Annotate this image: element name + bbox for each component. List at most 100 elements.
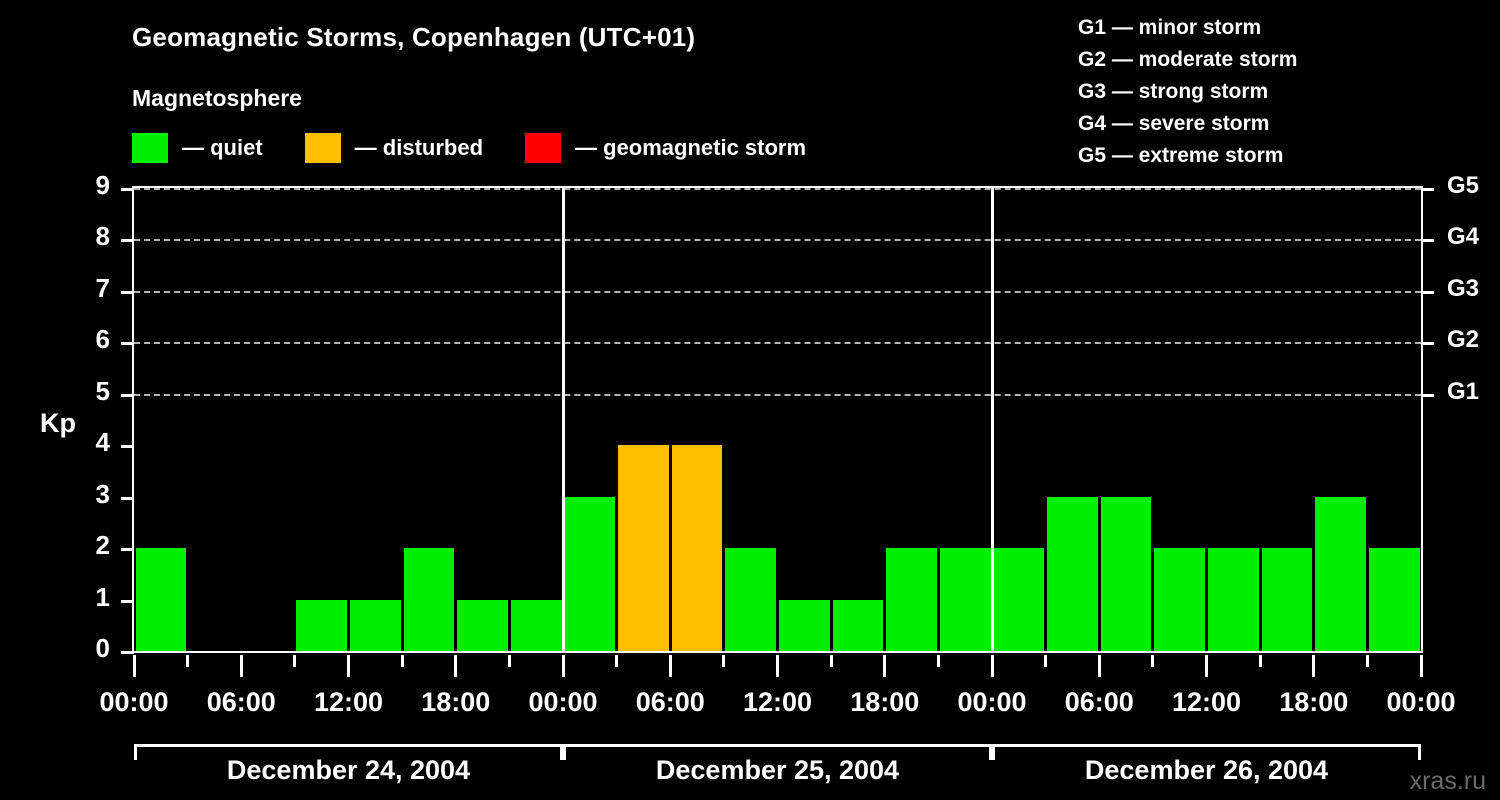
x-tick xyxy=(776,655,779,677)
y-axis-tick-label: 7 xyxy=(95,272,110,303)
y-tick-7 xyxy=(121,290,134,294)
bar xyxy=(1154,548,1205,651)
day-separator-1 xyxy=(561,188,565,651)
legend-swatch-quiet xyxy=(132,133,168,163)
bar xyxy=(457,599,508,651)
legend-item-disturbed: — disturbed xyxy=(304,133,483,163)
x-axis-tick-label: 12:00 xyxy=(1171,687,1242,717)
bar xyxy=(1368,548,1420,651)
x-tick xyxy=(1205,655,1208,677)
x-tick xyxy=(507,655,511,667)
y-axis-tick-label: 1 xyxy=(95,581,110,612)
x-axis-tick-label: 12:00 xyxy=(742,687,813,717)
legend-swatch-disturbed xyxy=(304,133,341,163)
x-tick xyxy=(883,655,887,677)
g-scale-legend: G1 — minor storm G2 — moderate storm G3 — … xyxy=(1078,12,1297,172)
date-label-1: December 24, 2004 xyxy=(226,755,471,785)
y-tick-0 xyxy=(121,651,134,654)
x-tick xyxy=(668,655,672,677)
gridline-kp-6 xyxy=(134,342,1421,345)
date-label-3: December 26, 2004 xyxy=(1084,755,1329,785)
bar xyxy=(1261,548,1313,651)
x-tick xyxy=(1365,655,1369,667)
date-bracket-3 xyxy=(992,744,1421,760)
bar xyxy=(564,496,616,651)
y-tick-8 xyxy=(121,239,134,243)
x-tick xyxy=(990,655,994,677)
y-tick-6 xyxy=(121,342,134,346)
color-legend: — quiet — disturbed — geomagnetic storm xyxy=(132,133,848,163)
x-axis-tick-label: 00:00 xyxy=(1386,687,1456,717)
y-axis-tick-label: 2 xyxy=(95,530,110,561)
bar xyxy=(1208,548,1259,651)
legend-swatch-geomagnetic-storm xyxy=(525,133,562,163)
x-tick xyxy=(400,655,404,667)
bar xyxy=(350,599,401,651)
bar xyxy=(135,548,187,651)
x-axis-tick-label: 00:00 xyxy=(957,687,1027,717)
x-tick xyxy=(936,655,940,667)
x-axis-tick-label: 18:00 xyxy=(850,687,920,717)
g-axis-label-G3: G3 xyxy=(1447,274,1480,302)
g-tick-G5 xyxy=(1421,188,1434,191)
bar xyxy=(1100,496,1152,651)
y-tick-5 xyxy=(121,393,134,397)
bar xyxy=(403,548,455,651)
legend-item-quiet: — quiet xyxy=(132,133,263,163)
date-bracket-1 xyxy=(134,744,563,760)
x-tick xyxy=(347,655,350,677)
x-tick xyxy=(132,655,136,677)
bar xyxy=(725,548,776,651)
g-tick-G1 xyxy=(1421,393,1434,397)
day-separator-2 xyxy=(990,188,994,651)
g-axis-label-G2: G2 xyxy=(1447,326,1480,354)
g-axis-label-G5: G5 xyxy=(1447,172,1480,199)
bar xyxy=(671,445,723,651)
x-axis-tick-label: 00:00 xyxy=(99,687,169,717)
y-axis-tick-label: 9 xyxy=(95,170,110,200)
y-axis-tick-label: 8 xyxy=(95,221,110,252)
x-tick xyxy=(454,655,458,677)
x-tick xyxy=(1312,655,1316,677)
y-tick-9 xyxy=(121,188,134,191)
g-legend-row-1: G1 — minor storm xyxy=(1078,16,1262,39)
bar xyxy=(510,599,562,651)
x-tick xyxy=(1258,655,1262,667)
g-tick-G3 xyxy=(1421,290,1434,294)
x-tick xyxy=(722,655,726,667)
x-axis-tick-label: 06:00 xyxy=(1064,687,1134,717)
x-axis-tick-label: 18:00 xyxy=(421,687,491,717)
g-tick-G2 xyxy=(1421,342,1434,346)
bar xyxy=(886,548,937,651)
y-axis-tick-label: 3 xyxy=(95,478,110,509)
bar xyxy=(939,548,991,651)
x-tick xyxy=(1151,655,1155,667)
legend-label-geomagnetic-storm: — geomagnetic storm xyxy=(575,135,807,160)
date-bracket-2 xyxy=(563,744,992,760)
y-tick-3 xyxy=(121,496,134,500)
g-legend-row-2: G2 — moderate storm xyxy=(1078,48,1298,71)
y-tick-2 xyxy=(121,548,134,552)
chart-subtitle: Magnetosphere xyxy=(132,85,302,111)
bar xyxy=(993,548,1045,651)
x-tick xyxy=(293,655,297,667)
x-axis-tick-label: 06:00 xyxy=(635,687,705,717)
legend-label-quiet: — quiet xyxy=(182,135,263,160)
legend-item-geomagnetic-storm: — geomagnetic storm xyxy=(525,133,806,163)
x-tick xyxy=(186,655,190,667)
chart-title: Geomagnetic Storms, Copenhagen (UTC+01) xyxy=(132,22,696,52)
x-axis-tick-label: 00:00 xyxy=(528,687,598,717)
x-tick xyxy=(561,655,565,677)
g-axis-label-G1: G1 xyxy=(1447,377,1480,405)
bar xyxy=(618,445,669,651)
gridline-kp-5 xyxy=(134,393,1421,396)
x-axis-tick-label: 12:00 xyxy=(313,687,384,717)
y-axis-tick-label: 5 xyxy=(95,375,110,406)
date-label-2: December 25, 2004 xyxy=(655,755,900,785)
g-tick-G4 xyxy=(1421,239,1434,243)
x-tick xyxy=(1044,655,1048,667)
plot-inner xyxy=(121,188,1434,654)
bar xyxy=(296,599,347,651)
y-axis-tick-label: 4 xyxy=(95,427,110,458)
gridline-kp-7 xyxy=(134,290,1421,293)
